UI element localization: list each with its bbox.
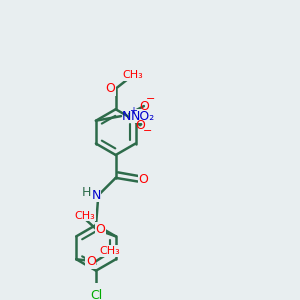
Text: O: O: [138, 173, 148, 186]
Text: CH₃: CH₃: [75, 211, 96, 221]
Text: −: −: [146, 94, 155, 104]
Text: CH₃: CH₃: [123, 70, 143, 80]
Text: O: O: [139, 100, 149, 112]
Text: O: O: [135, 119, 145, 132]
Text: CH₃: CH₃: [99, 246, 120, 256]
Text: H: H: [82, 185, 92, 199]
Text: N: N: [92, 189, 101, 202]
Text: +: +: [129, 106, 137, 116]
Text: N: N: [122, 110, 131, 123]
Text: O: O: [95, 223, 105, 236]
Text: O: O: [86, 255, 96, 268]
Text: O: O: [105, 82, 115, 95]
Text: NO₂: NO₂: [131, 110, 155, 123]
Text: −: −: [142, 126, 152, 136]
Text: Cl: Cl: [90, 289, 102, 300]
